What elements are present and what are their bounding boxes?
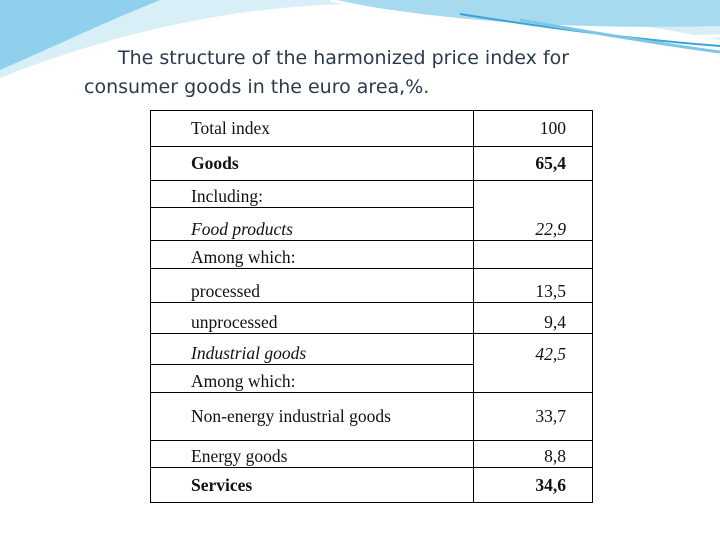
row-value: 34,6 (473, 467, 593, 503)
row-value: 33,7 (473, 392, 593, 441)
table-row: unprocessed 9,4 (150, 302, 593, 334)
table-row: Among which: (150, 364, 593, 393)
table-row: Goods 65,4 (150, 146, 593, 181)
row-label: Non-energy industrial goods (150, 392, 474, 441)
row-value: 100 (473, 110, 593, 147)
row-value: 42,5 (473, 333, 593, 365)
table-row: Industrial goods 42,5 (150, 333, 593, 365)
row-value (473, 364, 593, 393)
row-value (473, 240, 593, 269)
row-label: Among which: (150, 240, 474, 269)
table-row: Food products 22,9 (150, 207, 593, 241)
row-label: Industrial goods (150, 333, 474, 365)
row-label: Among which: (150, 364, 474, 393)
table-row: Energy goods 8,8 (150, 440, 593, 468)
row-label: Food products (150, 207, 474, 241)
table-row: Non-energy industrial goods 33,7 (150, 392, 593, 441)
table-row: Including: (150, 180, 593, 208)
row-label: Total index (150, 110, 474, 147)
row-label: Energy goods (150, 440, 474, 468)
row-value: 8,8 (473, 440, 593, 468)
header-wave-decoration (0, 0, 720, 78)
row-value: 13,5 (473, 268, 593, 303)
row-value: 9,4 (473, 302, 593, 334)
row-value (473, 180, 593, 208)
table-row: Services 34,6 (150, 467, 593, 503)
row-label: Goods (150, 146, 474, 181)
table-row: Total index 100 (150, 110, 593, 147)
row-value: 22,9 (473, 207, 593, 241)
price-index-table: Total index 100 Goods 65,4 Including: Fo… (150, 110, 593, 503)
row-label: unprocessed (150, 302, 474, 334)
row-value: 65,4 (473, 146, 593, 181)
table-row: Among which: (150, 240, 593, 269)
slide-title: The structure of the harmonized price in… (84, 47, 570, 98)
row-label: processed (150, 268, 474, 303)
row-label: Including: (150, 180, 474, 208)
row-label: Services (150, 467, 474, 503)
table-row: processed 13,5 (150, 268, 593, 303)
